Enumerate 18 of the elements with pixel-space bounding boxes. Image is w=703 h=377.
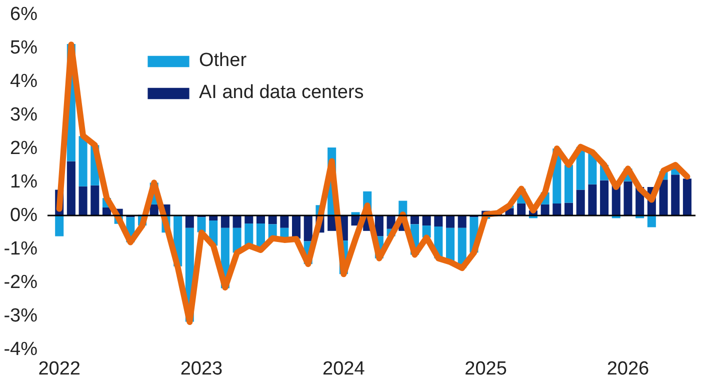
x-tick-label: 2024 xyxy=(322,358,366,377)
legend-label: AI and data centers xyxy=(199,82,364,104)
y-tick-label: 1% xyxy=(10,172,38,192)
y-tick-label: -2% xyxy=(4,272,38,293)
y-tick-label: 2% xyxy=(10,138,38,159)
x-tick-label: 2023 xyxy=(180,358,223,377)
y-tick-label: 0% xyxy=(10,205,38,226)
y-tick-label: -1% xyxy=(4,238,38,260)
y-tick-label: 6% xyxy=(10,4,38,25)
y-tick-label: -3% xyxy=(4,306,38,326)
x-tick-label: 2026 xyxy=(606,358,650,377)
y-tick-label: 4% xyxy=(10,71,38,92)
y-tick-label: 5% xyxy=(10,38,38,58)
legend-label: Other xyxy=(199,50,247,72)
y-tick-label: 3% xyxy=(10,104,38,126)
y-tick-label: -4% xyxy=(4,339,38,360)
x-tick-label: 2022 xyxy=(38,358,80,377)
x-tick-label: 2025 xyxy=(464,358,507,377)
